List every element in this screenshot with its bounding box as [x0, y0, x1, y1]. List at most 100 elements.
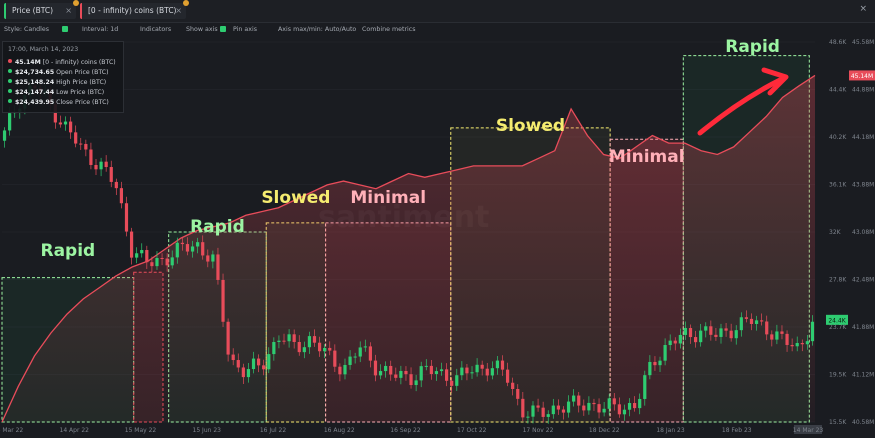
- price-candle: [638, 398, 642, 409]
- show-axis-checkbox[interactable]: [220, 26, 226, 33]
- show-axis-toggle[interactable]: Show axis: [186, 26, 218, 33]
- price-candle: [206, 255, 210, 262]
- price-candle: [790, 344, 794, 347]
- holdings-axis-tick: 42.48M: [852, 277, 874, 284]
- price-candle: [531, 405, 535, 417]
- price-candle: [561, 409, 566, 413]
- price-axis-tick: 40.2K: [829, 134, 847, 141]
- price-candle: [196, 242, 200, 247]
- price-current-label: 24.4K: [828, 317, 846, 324]
- style-selector[interactable]: Style: Candles: [4, 26, 50, 33]
- price-candle: [526, 416, 530, 418]
- price-candle: [495, 360, 500, 369]
- price-candle: [63, 121, 68, 125]
- holdings-axis-tick: 40.58M: [852, 419, 874, 426]
- price-candle: [688, 328, 693, 338]
- price-candle: [643, 375, 647, 399]
- holdings-axis-tick: 44.18M: [852, 134, 874, 141]
- price-candle: [668, 340, 672, 346]
- price-candle: [521, 398, 525, 418]
- tooltip-row-close: $24,439.95 Close Price (BTC): [8, 99, 109, 106]
- price-candle: [170, 257, 174, 266]
- price-candle: [505, 369, 510, 383]
- tab-holders-btc[interactable]: [0 - infinity) coins (BTC) ×: [80, 0, 189, 19]
- notification-badge: [73, 0, 79, 6]
- price-candle: [109, 167, 113, 182]
- price-candle: [653, 361, 657, 366]
- price-candle: [627, 403, 632, 410]
- price-candle: [572, 395, 576, 402]
- holdings-area: [2, 75, 815, 423]
- price-candle: [180, 242, 184, 245]
- price-candle: [104, 161, 108, 168]
- price-candle: [678, 334, 682, 344]
- x-axis-tick: 18 Dec 22: [589, 427, 620, 434]
- price-axis-tick: 48.6K: [829, 39, 847, 46]
- price-candle: [577, 395, 581, 406]
- holdings-axis-tick: 45.58M: [852, 39, 874, 46]
- price-candle: [775, 331, 779, 340]
- price-candle: [780, 331, 784, 334]
- price-candle: [267, 354, 271, 370]
- price-candle: [658, 360, 662, 366]
- annotation-label: Rapid: [40, 241, 95, 261]
- pin-axis-toggle[interactable]: Pin axis: [233, 26, 258, 33]
- close-icon[interactable]: ×: [859, 4, 867, 14]
- x-axis-tick: 14 Apr 22: [60, 427, 90, 434]
- combine-metrics-button[interactable]: Combine metrics: [362, 26, 416, 33]
- price-candle: [353, 356, 357, 358]
- price-candle: [587, 402, 591, 411]
- price-candle: [582, 405, 586, 411]
- price-candle: [201, 242, 205, 256]
- price-candle: [434, 371, 439, 375]
- price-candle: [699, 330, 703, 343]
- trend-arrow: [697, 77, 783, 136]
- price-candle: [439, 369, 444, 372]
- price-candle: [617, 404, 621, 415]
- annotation-label: Slowed: [261, 188, 330, 208]
- tab-price-btc[interactable]: Price (BTC) ×: [4, 0, 79, 19]
- price-candle: [312, 336, 317, 343]
- price-candle: [470, 372, 474, 374]
- price-candle: [551, 405, 555, 415]
- price-candle: [145, 250, 149, 263]
- price-candle: [770, 334, 774, 340]
- color-swatch[interactable]: [62, 26, 68, 33]
- price-candle: [221, 279, 225, 322]
- price-candle: [419, 366, 423, 381]
- indicators-button[interactable]: Indicators: [140, 26, 172, 33]
- tab-bar: Price (BTC) × [0 - infinity) coins (BTC)…: [0, 0, 875, 23]
- price-axis-tick: 15.5K: [829, 419, 847, 426]
- holdings-axis-tick: 43.08M: [852, 229, 874, 236]
- price-candle: [724, 328, 728, 331]
- x-axis-tick: 16 Aug 22: [324, 427, 355, 434]
- price-candle: [343, 364, 347, 375]
- price-candle: [68, 121, 73, 133]
- price-candle: [74, 132, 78, 144]
- price-candle: [251, 358, 256, 370]
- tooltip-row-low: $24,147.44 Low Price (BTC): [8, 89, 104, 96]
- price-candle: [729, 330, 733, 339]
- price-candle: [394, 374, 398, 378]
- price-candle: [384, 365, 388, 372]
- price-candle: [89, 149, 93, 165]
- price-candle: [2, 130, 7, 141]
- price-candle: [277, 340, 281, 343]
- price-candle: [226, 321, 230, 355]
- price-candle: [633, 403, 637, 409]
- x-axis-tick: 18 Jan 23: [656, 427, 685, 434]
- x-axis-tick: 16 Sep 22: [390, 427, 421, 434]
- price-candle: [185, 244, 190, 252]
- price-candle: [114, 181, 118, 189]
- price-candle: [358, 347, 362, 357]
- close-icon[interactable]: ×: [65, 6, 72, 15]
- interval-selector[interactable]: Interval: 1d: [82, 26, 119, 33]
- price-axis-tick: 19.5K: [829, 372, 847, 379]
- axis-range-selector[interactable]: Axis max/min: Auto/Auto: [278, 26, 357, 33]
- tooltip-row-holdings: 45.14M [0 - infinity) coins (BTC): [8, 59, 116, 66]
- price-candle: [236, 360, 240, 368]
- holdings-line: [1, 74, 816, 423]
- price-candle: [683, 328, 688, 335]
- close-icon[interactable]: ×: [175, 6, 182, 15]
- tab-label: [0 - infinity) coins (BTC): [88, 6, 177, 15]
